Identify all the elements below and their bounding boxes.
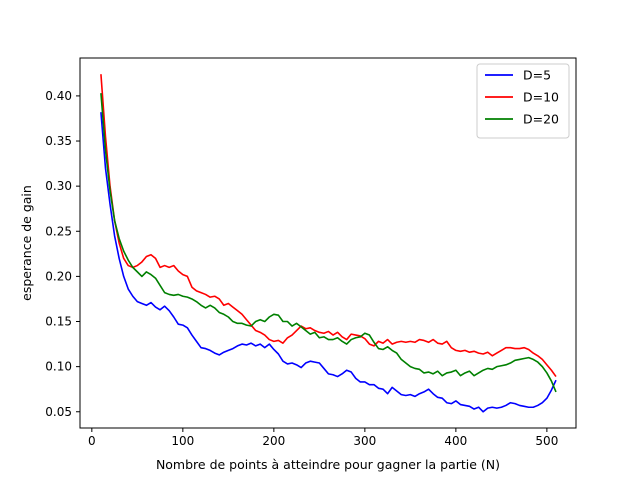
x-axis-label: Nombre de points à atteindre pour gagner…: [156, 457, 500, 472]
plot-lines: [100, 74, 557, 413]
x-tick-label: 500: [535, 434, 558, 448]
x-axis: 0 100 200 300 400 500: [88, 428, 558, 448]
y-tick-label: 0.10: [45, 360, 72, 374]
x-tick-label: 300: [353, 434, 376, 448]
plot-frame: [79, 57, 577, 429]
legend: D=5 D=10 D=20: [476, 63, 570, 139]
legend-label-0: D=5: [523, 68, 551, 83]
series-line-2: [100, 93, 557, 393]
y-tick-label: 0.40: [45, 89, 72, 103]
x-tick-label: 400: [444, 434, 467, 448]
y-axis-label: esperance de gain: [19, 185, 34, 301]
x-tick-label: 200: [262, 434, 285, 448]
y-tick-label: 0.25: [45, 224, 72, 238]
y-tick-label: 0.15: [45, 315, 72, 329]
y-tick-label: 0.05: [45, 405, 72, 419]
legend-label-2: D=20: [523, 112, 559, 127]
x-tick-label: 100: [171, 434, 194, 448]
y-tick-label: 0.20: [45, 269, 72, 283]
series-line-0: [100, 112, 557, 413]
y-tick-label: 0.30: [45, 179, 72, 193]
legend-label-1: D=10: [523, 90, 559, 105]
y-axis: 0.05 0.10 0.15 0.20 0.25 0.30 0.35 0.40: [45, 89, 80, 419]
x-tick-label: 0: [88, 434, 96, 448]
series-line-1: [100, 74, 557, 378]
y-tick-label: 0.35: [45, 134, 72, 148]
